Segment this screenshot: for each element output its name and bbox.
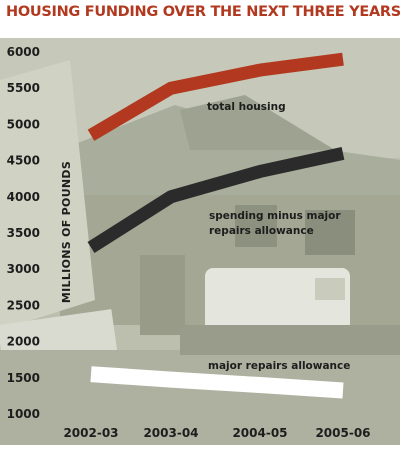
y-tick-label: 5500 [7, 81, 40, 95]
major-repairs-allowance-line [90, 366, 344, 399]
spending-minus-major-repairs-line [87, 147, 345, 253]
series-label: repairs allowance [209, 225, 314, 237]
y-tick-label: 1500 [7, 371, 40, 385]
total-housing-line [87, 52, 344, 141]
y-tick-label: 4000 [7, 190, 40, 204]
series-label: major repairs allowance [208, 360, 350, 372]
x-tick-label: 2004-05 [232, 426, 287, 440]
series-group [87, 52, 345, 399]
axes: 1000 1500 2000 2500 3000 3500 4000 4500 5000 5500… [7, 45, 371, 440]
y-tick-label: 5000 [7, 117, 40, 131]
y-tick-label: 6000 [7, 45, 40, 59]
x-tick-label: 2002-03 [63, 426, 118, 440]
background-photo [0, 38, 400, 445]
y-tick-label: 4500 [7, 154, 40, 168]
series-label: total housing [207, 101, 286, 113]
y-tick-label: 3500 [7, 226, 40, 240]
series-labels: total housing spending minus major repairs… [207, 101, 350, 372]
y-tick-label: 1000 [7, 407, 40, 421]
x-tick-label: 2003-04 [143, 426, 198, 440]
y-tick-label: 2500 [7, 298, 40, 312]
x-tick-label: 2005-06 [315, 426, 370, 440]
y-tick-label: 3000 [7, 262, 40, 276]
y-tick-label: 2000 [7, 335, 40, 349]
y-axis-label: MILLIONS OF POUNDS [60, 161, 73, 303]
chart-title: HOUSING FUNDING OVER THE NEXT THREE YEAR… [6, 4, 400, 20]
series-label: spending minus major [209, 210, 341, 222]
